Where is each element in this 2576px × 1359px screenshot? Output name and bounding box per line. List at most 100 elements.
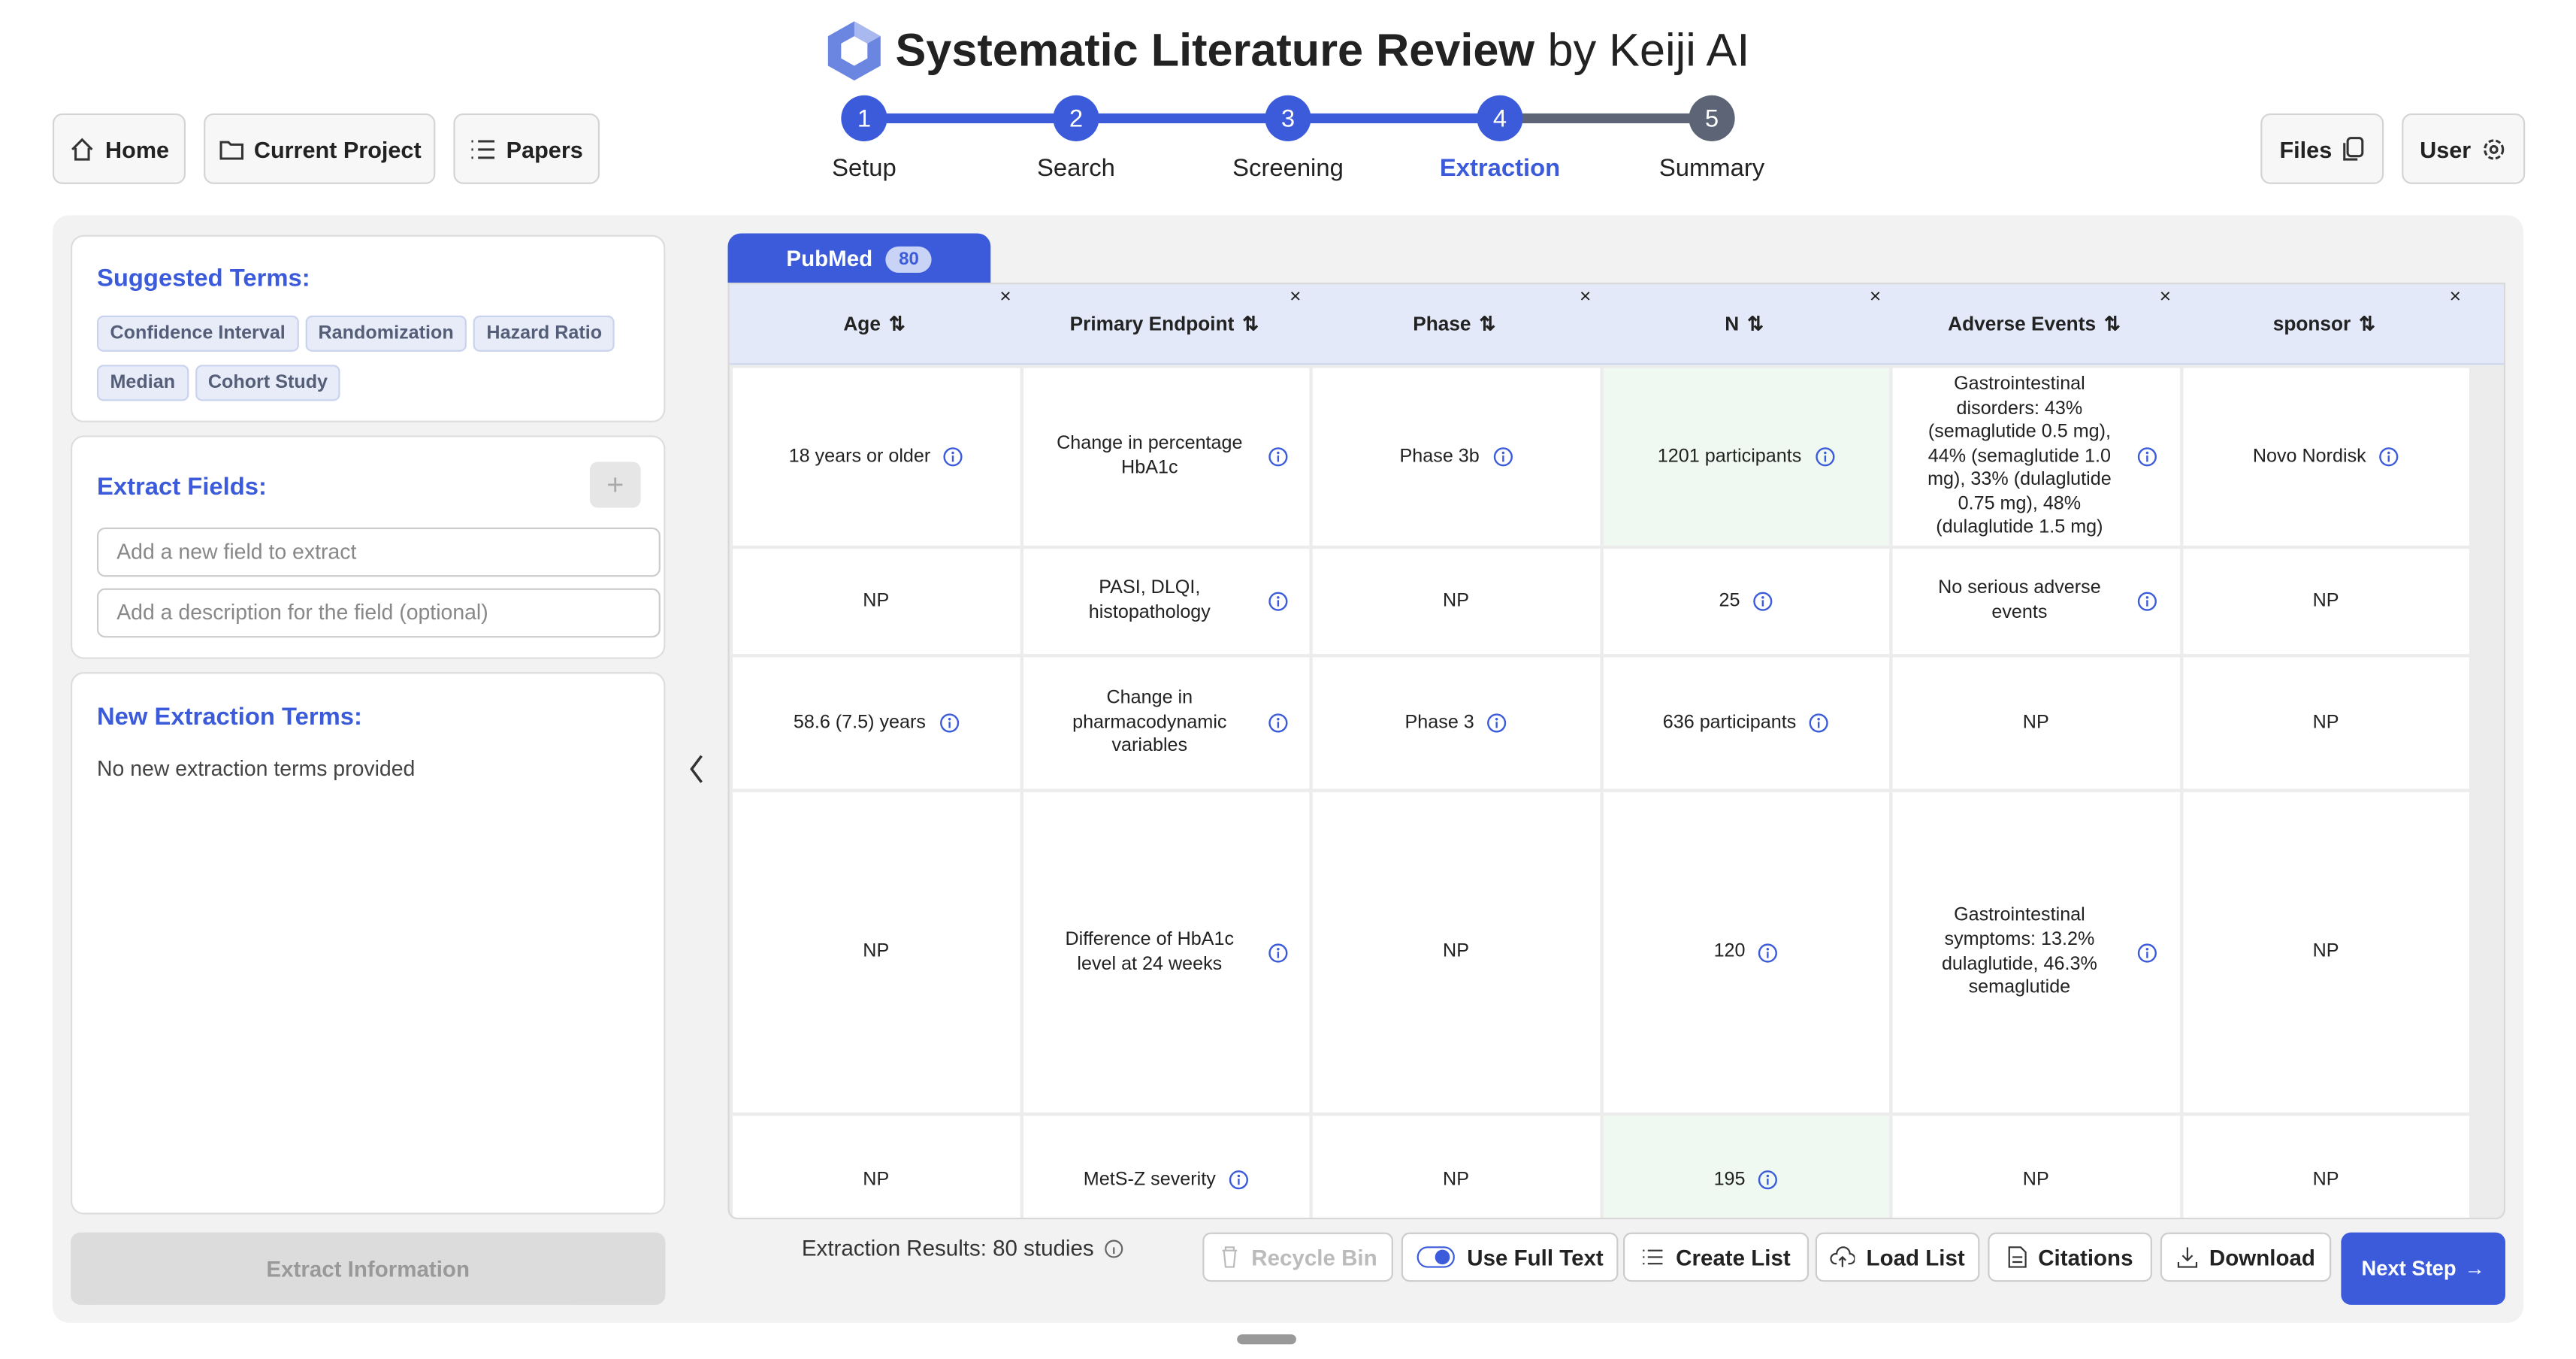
column-header[interactable]: Adverse Events ⇅	[1889, 284, 2179, 363]
column-header[interactable]: N ⇅	[1599, 284, 1889, 363]
term-chip[interactable]: Cohort Study	[195, 365, 341, 401]
info-icon	[1229, 1170, 1248, 1190]
remove-column[interactable]: ×	[1869, 284, 1882, 307]
step-circle	[841, 95, 887, 142]
info-icon	[1758, 1170, 1778, 1190]
toolbar-button[interactable]: Citations	[1988, 1232, 2152, 1282]
cell-text: NP	[2312, 1169, 2339, 1190]
column-header[interactable]: Phase ⇅	[1309, 284, 1599, 363]
cell-text: NP	[2022, 1169, 2049, 1190]
field-input[interactable]: Add a new field to extract	[96, 527, 661, 577]
cell-text: NP	[1443, 591, 1469, 611]
cell-text: Novo Nordisk	[2252, 446, 2366, 467]
sort-icon: ⇅	[2103, 312, 2121, 335]
cell-text: NP	[863, 1169, 890, 1190]
step-number: 5	[1705, 104, 1719, 132]
cell-text: MetS-Z severity	[1083, 1169, 1216, 1190]
term-chip[interactable]: Confidence Interval	[96, 315, 299, 352]
cell-text: 25	[1719, 591, 1740, 611]
nav-button[interactable]: Current Project	[204, 113, 436, 184]
step-circle	[1053, 95, 1099, 142]
cell-text: 636 participants	[1662, 713, 1797, 733]
suggested-card: Suggested Terms: Confidence Interval Rand…	[71, 235, 666, 422]
table-cell: NP	[1312, 549, 1600, 655]
button-icon	[1219, 1245, 1240, 1269]
table-cell: NP	[2182, 549, 2469, 655]
toolbar-button[interactable]: Use Full Text	[1401, 1232, 1619, 1282]
nav-label: Papers	[506, 135, 583, 162]
cell-text: 1201 participants	[1657, 446, 1802, 467]
remove-column[interactable]: ×	[2449, 284, 2461, 307]
table-cell: No serious adverse events	[1892, 549, 2180, 655]
stepper: 1 Setup 2 Search 3 Screening 4 Extraction 5 Summa…	[832, 95, 1765, 181]
button-icon	[2007, 1245, 2027, 1269]
toolbar-button[interactable]: Recycle Bin	[1202, 1232, 1393, 1282]
table-cell: NP	[1892, 1115, 2180, 1218]
cell-text: Difference of HbA1c level at 24 weeks	[1065, 930, 1235, 974]
table-cell: PASI, DLQI, histopathology	[1022, 549, 1310, 655]
info-icon	[944, 447, 963, 467]
toolbar-button[interactable]: Load List	[1815, 1232, 1980, 1282]
nav-icon	[2342, 135, 2365, 162]
remove-column[interactable]: ×	[1580, 284, 1592, 307]
step-number: 2	[1069, 104, 1083, 132]
collapse-toggle[interactable]	[685, 752, 709, 785]
table-cell: Change in pharmacodynamic variables	[1022, 657, 1310, 789]
table-cell: NP	[733, 791, 1020, 1113]
extract-card: Extract Fields: + Add a new field to ext…	[71, 435, 666, 659]
nav-button[interactable]: Files	[2260, 113, 2384, 184]
button-label: Use Full Text	[1467, 1245, 1604, 1270]
table-cell: Novo Nordisk	[2182, 368, 2469, 546]
cell-text: NP	[2312, 591, 2339, 611]
column-title: sponsor	[2272, 312, 2351, 335]
info-icon	[2138, 447, 2157, 467]
remove-column[interactable]: ×	[999, 284, 1011, 307]
table-body: 18 years or older Change in percentage Hb…	[730, 365, 2504, 1218]
results-table: Age ⇅ × Primary Endpoint ⇅ × Phase ⇅ × N ⇅ × Adverse…	[727, 283, 2505, 1220]
button-icon	[1830, 1245, 1855, 1269]
add-field-button[interactable]: +	[589, 462, 641, 508]
toolbar-button[interactable]: Download	[2160, 1232, 2332, 1282]
table-cell: 1201 participants	[1602, 368, 1890, 546]
sort-icon: ⇅	[1747, 312, 1764, 335]
description-input[interactable]: Add a description for the field (optiona…	[96, 588, 661, 638]
step-number: 3	[1281, 104, 1295, 132]
next-step-button[interactable]: Next Step →	[2341, 1232, 2505, 1305]
cell-text: No serious adverse events	[1938, 579, 2101, 623]
remove-column[interactable]: ×	[1290, 284, 1302, 307]
term-chip[interactable]: Median	[96, 365, 189, 401]
column-title: Adverse Events	[1948, 312, 2097, 335]
cell-text: Change in pharmacodynamic variables	[1072, 689, 1227, 757]
byline: by Keiji AI	[1547, 24, 1750, 76]
info-icon	[1104, 1239, 1123, 1258]
results-count: Extraction Results: 80 studies	[802, 1236, 1123, 1261]
button-label: Download	[2209, 1245, 2315, 1270]
remove-column[interactable]: ×	[2159, 284, 2172, 307]
table-cell: MetS-Z severity	[1022, 1115, 1310, 1218]
resize-handle	[1237, 1334, 1296, 1345]
column-header[interactable]: sponsor ⇅	[2179, 284, 2469, 363]
nav-button[interactable]: Home	[52, 113, 186, 184]
step-circle	[1689, 95, 1735, 142]
header: Systematic Literature Review by Keiji AI	[0, 20, 2576, 82]
table-cell: NP	[1892, 657, 2180, 789]
cell-text: NP	[863, 942, 890, 962]
nav-icon	[2481, 135, 2507, 162]
table-cell: Change in percentage HbA1c	[1022, 368, 1310, 546]
column-title: Phase	[1413, 312, 1471, 335]
column-title: Primary Endpoint	[1069, 312, 1235, 335]
step-label: Screening	[1232, 153, 1344, 181]
extract-button[interactable]: Extract Information	[71, 1232, 666, 1305]
term-chip[interactable]: Randomization	[305, 315, 467, 352]
new-terms-card: New Extraction Terms: No new extraction …	[71, 672, 666, 1215]
column-header[interactable]: Age ⇅	[730, 284, 1020, 363]
nav-button[interactable]: Papers	[453, 113, 600, 184]
nav-button[interactable]: User	[2402, 113, 2526, 184]
toolbar-button[interactable]: Create List	[1622, 1232, 1810, 1282]
nav-icon	[69, 135, 95, 162]
term-chip[interactable]: Hazard Ratio	[473, 315, 615, 352]
table-cell: 25	[1602, 549, 1890, 655]
column-header[interactable]: Primary Endpoint ⇅	[1020, 284, 1310, 363]
cell-text: Phase 3b	[1399, 446, 1480, 467]
tab[interactable]: PubMed 80	[727, 233, 991, 285]
